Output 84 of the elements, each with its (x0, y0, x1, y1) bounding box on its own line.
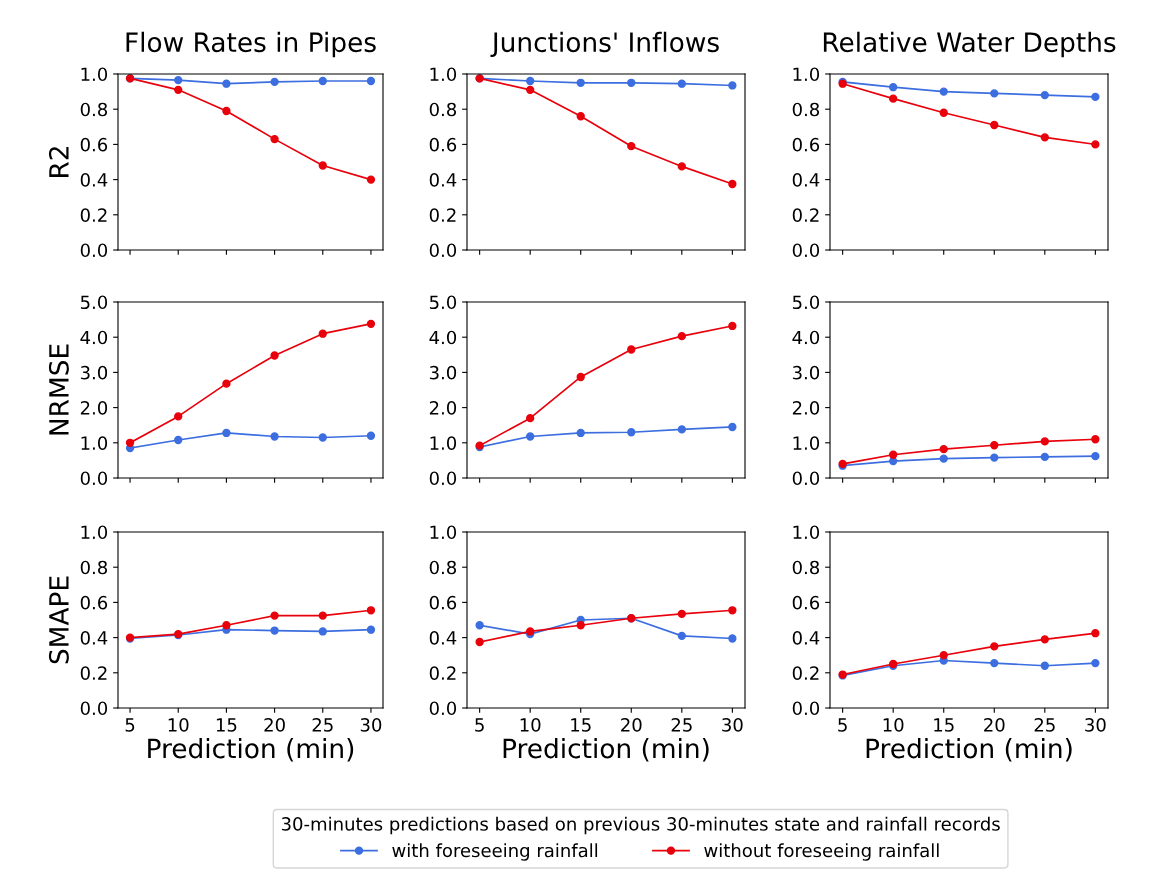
x-tick-label: 20 (621, 718, 642, 732)
y-tick-label: 1.0 (430, 67, 457, 82)
y-tick-label: 1.0 (430, 436, 457, 450)
chart-title: Junctions' Inflows (490, 31, 719, 58)
y-tick-label: 1.0 (81, 436, 108, 450)
y-tick-label: 0.4 (429, 631, 457, 645)
x-tick-label: 20 (984, 718, 1005, 732)
x-tick-label: 10 (520, 718, 541, 732)
x-tick-label: 30 (722, 718, 743, 732)
x-axis-title: Prediction (min) (148, 737, 354, 762)
y-tick-label: 0.6 (80, 595, 108, 610)
y-tick-label: 1.0 (81, 67, 108, 82)
y-tick-label: 0.0 (792, 471, 820, 486)
x-tick-label: 25 (1034, 718, 1055, 732)
y-tick-label: 4.0 (792, 330, 820, 345)
y-tick-label: 0.0 (429, 243, 457, 258)
y-tick-label: 1.0 (81, 525, 108, 540)
y-tick-label: 0.0 (792, 243, 820, 258)
x-tick-label: 15 (216, 718, 237, 732)
y-tick-label: 3.0 (792, 365, 820, 380)
y-tick-label: 0.2 (429, 666, 456, 680)
y-tick-label: 0.8 (792, 560, 820, 575)
y-tick-label: 0.4 (792, 631, 820, 645)
y-tick-label: 0.2 (429, 208, 456, 222)
y-tick-label: 5.0 (792, 295, 820, 310)
x-tick-label: 10 (883, 718, 904, 732)
y-tick-label: 0.2 (792, 666, 819, 680)
y-tick-label: 0.0 (80, 243, 108, 258)
y-tick-label: 3.0 (429, 365, 457, 380)
x-tick-label: 15 (571, 718, 591, 732)
y-tick-label: 0.4 (80, 173, 108, 187)
y-tick-label: 0.8 (792, 102, 820, 117)
y-tick-label: 0.8 (80, 102, 108, 117)
y-tick-label: 0.8 (80, 560, 108, 575)
y-tick-label: 0.6 (80, 137, 108, 152)
y-tick-label: 0.0 (80, 701, 108, 716)
y-tick-label: 0.8 (429, 560, 457, 575)
y-tick-label: 0.4 (429, 173, 457, 187)
y-tick-label: 5.0 (80, 295, 108, 310)
legend-title: 30-minutes predictions based on previous 30-minutes state and rainfall records (281, 816, 1000, 835)
legend-label: without foreseeing rainfall (704, 843, 939, 861)
y-tick-label: 0.6 (429, 137, 457, 152)
y-tick-label: 1.0 (793, 436, 820, 450)
y-tick-label: 0.0 (429, 701, 457, 716)
x-tick-label: 30 (360, 718, 382, 732)
y-tick-label: 0.4 (792, 173, 820, 187)
legend-label: with foreseeing rainfall (392, 843, 598, 861)
y-tick-label: 0.2 (792, 208, 819, 222)
y-tick-label: 1.0 (430, 525, 457, 540)
y-axis-title: R2 (48, 147, 69, 177)
y-tick-label: 0.0 (792, 701, 820, 716)
x-tick-label: 5 (475, 718, 484, 732)
x-axis-title: Prediction (min) (866, 737, 1072, 762)
chart-title: Flow Rates in Pipes (126, 31, 376, 58)
y-tick-label: 5.0 (429, 295, 457, 310)
x-axis-title: Prediction (min) (503, 737, 709, 762)
x-tick-label: 30 (1085, 718, 1106, 732)
x-tick-label: 20 (264, 718, 285, 732)
y-tick-label: 1.0 (793, 67, 820, 82)
x-tick-label: 5 (125, 718, 135, 732)
y-tick-label: 0.2 (80, 666, 107, 680)
x-tick-label: 25 (671, 718, 692, 732)
y-tick-label: 4.0 (429, 330, 457, 345)
y-tick-label: 0.6 (429, 595, 457, 610)
y-tick-label: 2.0 (429, 401, 457, 415)
y-tick-label: 2.0 (792, 401, 820, 415)
y-tick-label: 0.0 (429, 471, 457, 486)
y-tick-label: 0.0 (80, 471, 108, 486)
y-axis-title: SMAPE (48, 576, 69, 664)
x-tick-label: 15 (934, 718, 954, 732)
y-tick-label: 0.6 (792, 137, 820, 152)
y-tick-label: 0.8 (429, 102, 457, 117)
y-tick-label: 0.6 (792, 595, 820, 610)
chart-title: Relative Water Depths (823, 31, 1116, 58)
y-tick-label: 3.0 (80, 365, 108, 380)
x-tick-label: 10 (168, 718, 189, 732)
y-tick-label: 1.0 (793, 525, 820, 540)
y-tick-label: 4.0 (80, 330, 108, 345)
y-tick-label: 0.2 (80, 208, 107, 222)
y-tick-label: 0.4 (80, 631, 108, 645)
x-tick-label: 5 (838, 718, 847, 732)
y-axis-title: NRMSE (48, 344, 69, 435)
x-tick-label: 25 (312, 718, 333, 732)
y-tick-label: 2.0 (80, 401, 108, 415)
